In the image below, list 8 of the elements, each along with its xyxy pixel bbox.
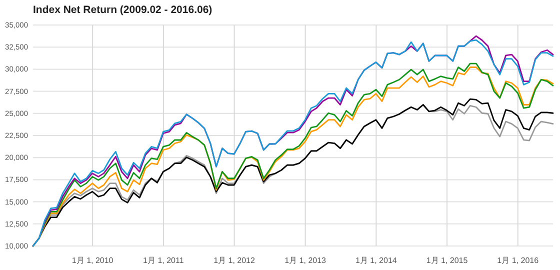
x-tick-label: 1月 1, 2011 — [143, 256, 184, 265]
chart-title: Index Net Return (2009.02 - 2016.06) — [33, 4, 212, 16]
x-tick-label: 1月 1, 2010 — [72, 256, 114, 265]
x-tick-label: 1月 1, 2013 — [284, 256, 327, 265]
x-tick-label: 1月 1, 2014 — [355, 256, 398, 265]
x-tick-label: 1月 1, 2015 — [426, 256, 468, 265]
x-tick-label: 1月 1, 2016 — [497, 256, 540, 265]
x-tick-label: 1月 1, 2012 — [214, 256, 256, 265]
